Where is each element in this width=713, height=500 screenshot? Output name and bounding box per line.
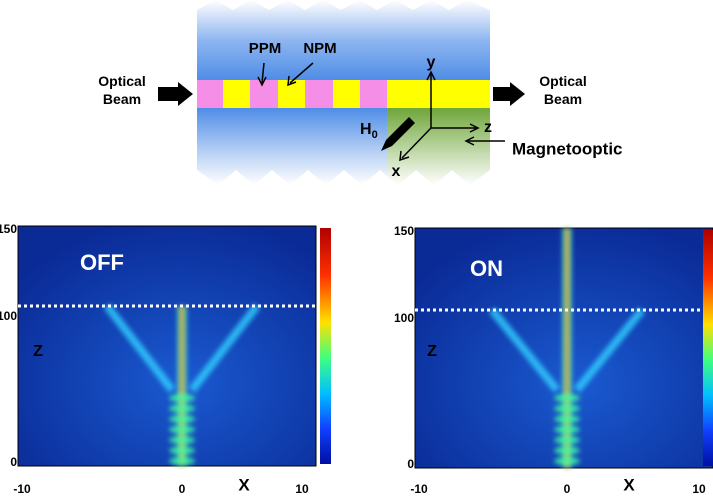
x-tick-label: 10 — [692, 482, 706, 496]
x-tick-label: -10 — [13, 482, 31, 496]
label: PPM — [249, 40, 282, 57]
magnetooptic-region — [387, 108, 490, 185]
figure: OpticalBeam OpticalBeam PPM NPM y z x H0… — [0, 0, 713, 500]
interference-lobe — [554, 436, 580, 444]
interference-lobe — [554, 394, 580, 402]
interference-lobe — [554, 405, 580, 413]
label: y — [427, 54, 436, 71]
y-tick-label: 150 — [394, 224, 414, 238]
y-tick-label: 100 — [0, 309, 17, 323]
interference-lobe — [169, 436, 195, 444]
label: NPM — [303, 40, 336, 57]
y-tick-label: 0 — [407, 457, 414, 471]
axis-label: Z — [427, 343, 437, 360]
interference-lobe — [169, 426, 195, 434]
axis-label: X — [238, 475, 250, 494]
label: z — [484, 119, 492, 136]
interference-lobe — [554, 426, 580, 434]
interference-lobe — [169, 447, 195, 455]
interference-lobe — [554, 447, 580, 455]
plot-background — [18, 226, 316, 466]
core — [197, 80, 490, 108]
interference-lobe — [169, 405, 195, 413]
panel-label: OFF — [80, 250, 124, 275]
label: x — [392, 163, 401, 180]
interference-lobe — [554, 415, 580, 423]
y-tick-label: 150 — [0, 222, 17, 236]
y-tick-label: 0 — [10, 455, 17, 469]
colorbar — [703, 230, 713, 466]
x-tick-label: 10 — [295, 482, 309, 496]
colorbar — [320, 228, 331, 464]
interference-lobe — [554, 457, 580, 465]
y-tick-label: 100 — [394, 311, 414, 325]
field-plot: ON Z X 150 100 0 -10 0 10 — [394, 224, 713, 496]
arrow-out — [493, 82, 525, 106]
panel-label: ON — [470, 256, 503, 281]
x-tick-label: 0 — [564, 482, 571, 496]
axis-label: Z — [33, 343, 43, 360]
x-tick-label: 0 — [179, 482, 186, 496]
interference-lobe — [169, 394, 195, 402]
cladding-top — [197, 0, 490, 80]
interference-lobe — [169, 457, 195, 465]
field-plot: OFF Z X 150 100 0 -10 0 10 — [0, 222, 331, 496]
label: Magnetooptic — [512, 139, 623, 158]
arrow-in — [158, 82, 193, 106]
x-tick-label: -10 — [410, 482, 428, 496]
interference-lobe — [169, 415, 195, 423]
axis-label: X — [623, 475, 635, 494]
